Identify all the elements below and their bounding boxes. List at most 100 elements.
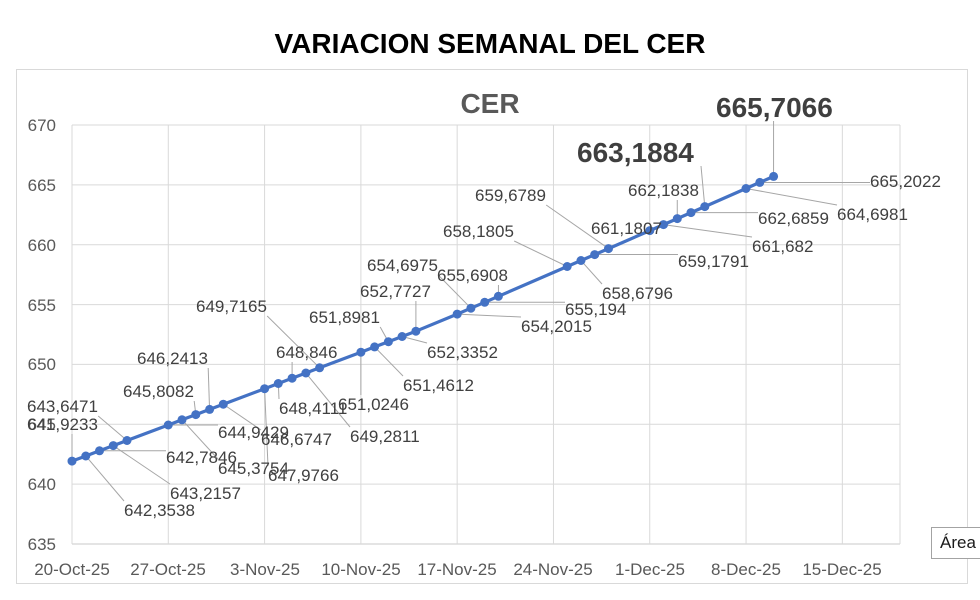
- label-leader-line: [85, 455, 125, 502]
- page-title: VARIACION SEMANAL DEL CER: [274, 28, 706, 59]
- data-label: 654,2015: [521, 317, 592, 336]
- data-point[interactable]: [67, 456, 77, 466]
- data-label: 641,9233: [27, 415, 98, 434]
- data-label: 649,2811: [350, 427, 420, 446]
- y-axis-tick: 650: [27, 355, 56, 374]
- label-leader-line: [513, 240, 568, 267]
- data-point[interactable]: [205, 404, 215, 414]
- data-point[interactable]: [218, 399, 228, 409]
- data-point[interactable]: [191, 410, 201, 420]
- data-point[interactable]: [686, 208, 696, 218]
- data-point[interactable]: [493, 291, 503, 301]
- data-label-highlight: 663,1884: [577, 137, 694, 168]
- data-label: 648,846: [276, 343, 338, 362]
- data-label: 659,6789: [475, 186, 546, 205]
- data-point[interactable]: [260, 384, 270, 394]
- data-point[interactable]: [562, 262, 572, 271]
- data-point[interactable]: [383, 337, 393, 347]
- data-label: 655,194: [565, 300, 627, 319]
- label-leader-line: [181, 419, 219, 460]
- data-label: 651,8981: [309, 308, 380, 327]
- label-leader-line: [305, 372, 351, 428]
- data-label: 658,6796: [602, 284, 673, 303]
- data-label: 664,6981: [837, 205, 908, 224]
- y-axis-tick: 670: [27, 116, 56, 135]
- data-point[interactable]: [452, 309, 462, 319]
- data-label: 665,2022: [870, 172, 941, 191]
- area-tooltip: Área: [931, 527, 980, 559]
- label-leader-line: [580, 260, 603, 285]
- data-point[interactable]: [81, 451, 91, 461]
- x-axis-tick: 8-Dec-25: [711, 560, 781, 579]
- data-point[interactable]: [273, 379, 283, 388]
- data-point[interactable]: [480, 297, 490, 307]
- data-label: 661,682: [752, 237, 814, 256]
- x-axis-tick: 24-Nov-25: [513, 560, 593, 579]
- data-point[interactable]: [741, 184, 751, 193]
- data-label: 662,1838: [628, 181, 699, 200]
- label-leader-line: [374, 346, 404, 377]
- data-point[interactable]: [700, 202, 710, 212]
- label-leader-line: [437, 274, 472, 309]
- label-leader-line: [223, 403, 262, 431]
- data-point[interactable]: [590, 250, 600, 260]
- data-label: 652,3352: [427, 343, 498, 362]
- data-label: 646,2413: [137, 349, 208, 368]
- data-point[interactable]: [576, 256, 586, 265]
- label-leader-line: [457, 313, 522, 318]
- data-point[interactable]: [287, 373, 297, 383]
- label-leader-line: [663, 224, 753, 238]
- x-axis-tick: 3-Nov-25: [230, 560, 300, 579]
- data-point[interactable]: [370, 342, 380, 352]
- label-leader-line: [112, 445, 171, 485]
- data-point[interactable]: [177, 415, 187, 425]
- data-point[interactable]: [356, 347, 366, 357]
- data-label: 651,4612: [403, 376, 474, 395]
- data-point[interactable]: [755, 177, 765, 187]
- data-point[interactable]: [95, 446, 104, 456]
- data-label: 643,6471: [27, 397, 98, 416]
- data-label: 645,3754: [218, 459, 289, 478]
- data-label: 644,9429: [218, 423, 289, 442]
- data-point[interactable]: [769, 171, 779, 181]
- label-leader-line: [745, 187, 838, 206]
- data-point[interactable]: [397, 332, 407, 341]
- x-axis-tick: 17-Nov-25: [417, 560, 497, 579]
- data-point[interactable]: [659, 220, 668, 230]
- y-axis-tick: 655: [27, 296, 56, 315]
- data-label: 643,2157: [170, 484, 241, 503]
- data-label: 646,6747: [261, 430, 332, 449]
- data-point[interactable]: [108, 441, 118, 451]
- data-point[interactable]: [466, 303, 476, 313]
- data-point[interactable]: [315, 363, 325, 373]
- data-label: 645,8082: [123, 382, 194, 401]
- label-leader-line: [545, 204, 609, 249]
- data-point[interactable]: [122, 436, 132, 445]
- data-point[interactable]: [604, 244, 613, 254]
- data-label: 642,3538: [124, 501, 195, 520]
- x-axis-tick: 10-Nov-25: [321, 560, 401, 579]
- y-axis-tick: 635: [27, 535, 56, 554]
- data-point[interactable]: [163, 420, 173, 430]
- data-label: 655,6908: [437, 266, 508, 285]
- x-axis-tick: 20-Oct-25: [34, 560, 110, 579]
- label-leader-line: [264, 388, 269, 467]
- data-point[interactable]: [301, 368, 311, 378]
- data-point[interactable]: [411, 326, 421, 336]
- y-axis-tick: 660: [27, 236, 56, 255]
- data-point[interactable]: [672, 214, 682, 224]
- x-axis-tick: 15-Dec-25: [802, 560, 882, 579]
- x-axis-tick: 1-Dec-25: [615, 560, 685, 579]
- data-label: 649,7165: [196, 297, 267, 316]
- data-label: 654,6975: [367, 256, 438, 275]
- label-leader-line: [266, 315, 320, 369]
- data-point[interactable]: [645, 226, 655, 236]
- x-axis-tick: 27-Oct-25: [130, 560, 206, 579]
- y-axis-tick: 665: [27, 176, 56, 195]
- data-label: 658,1805: [443, 222, 514, 241]
- data-label: 661,1807: [591, 219, 662, 238]
- data-label: 648,4111: [279, 399, 348, 418]
- label-leader-line: [97, 415, 128, 441]
